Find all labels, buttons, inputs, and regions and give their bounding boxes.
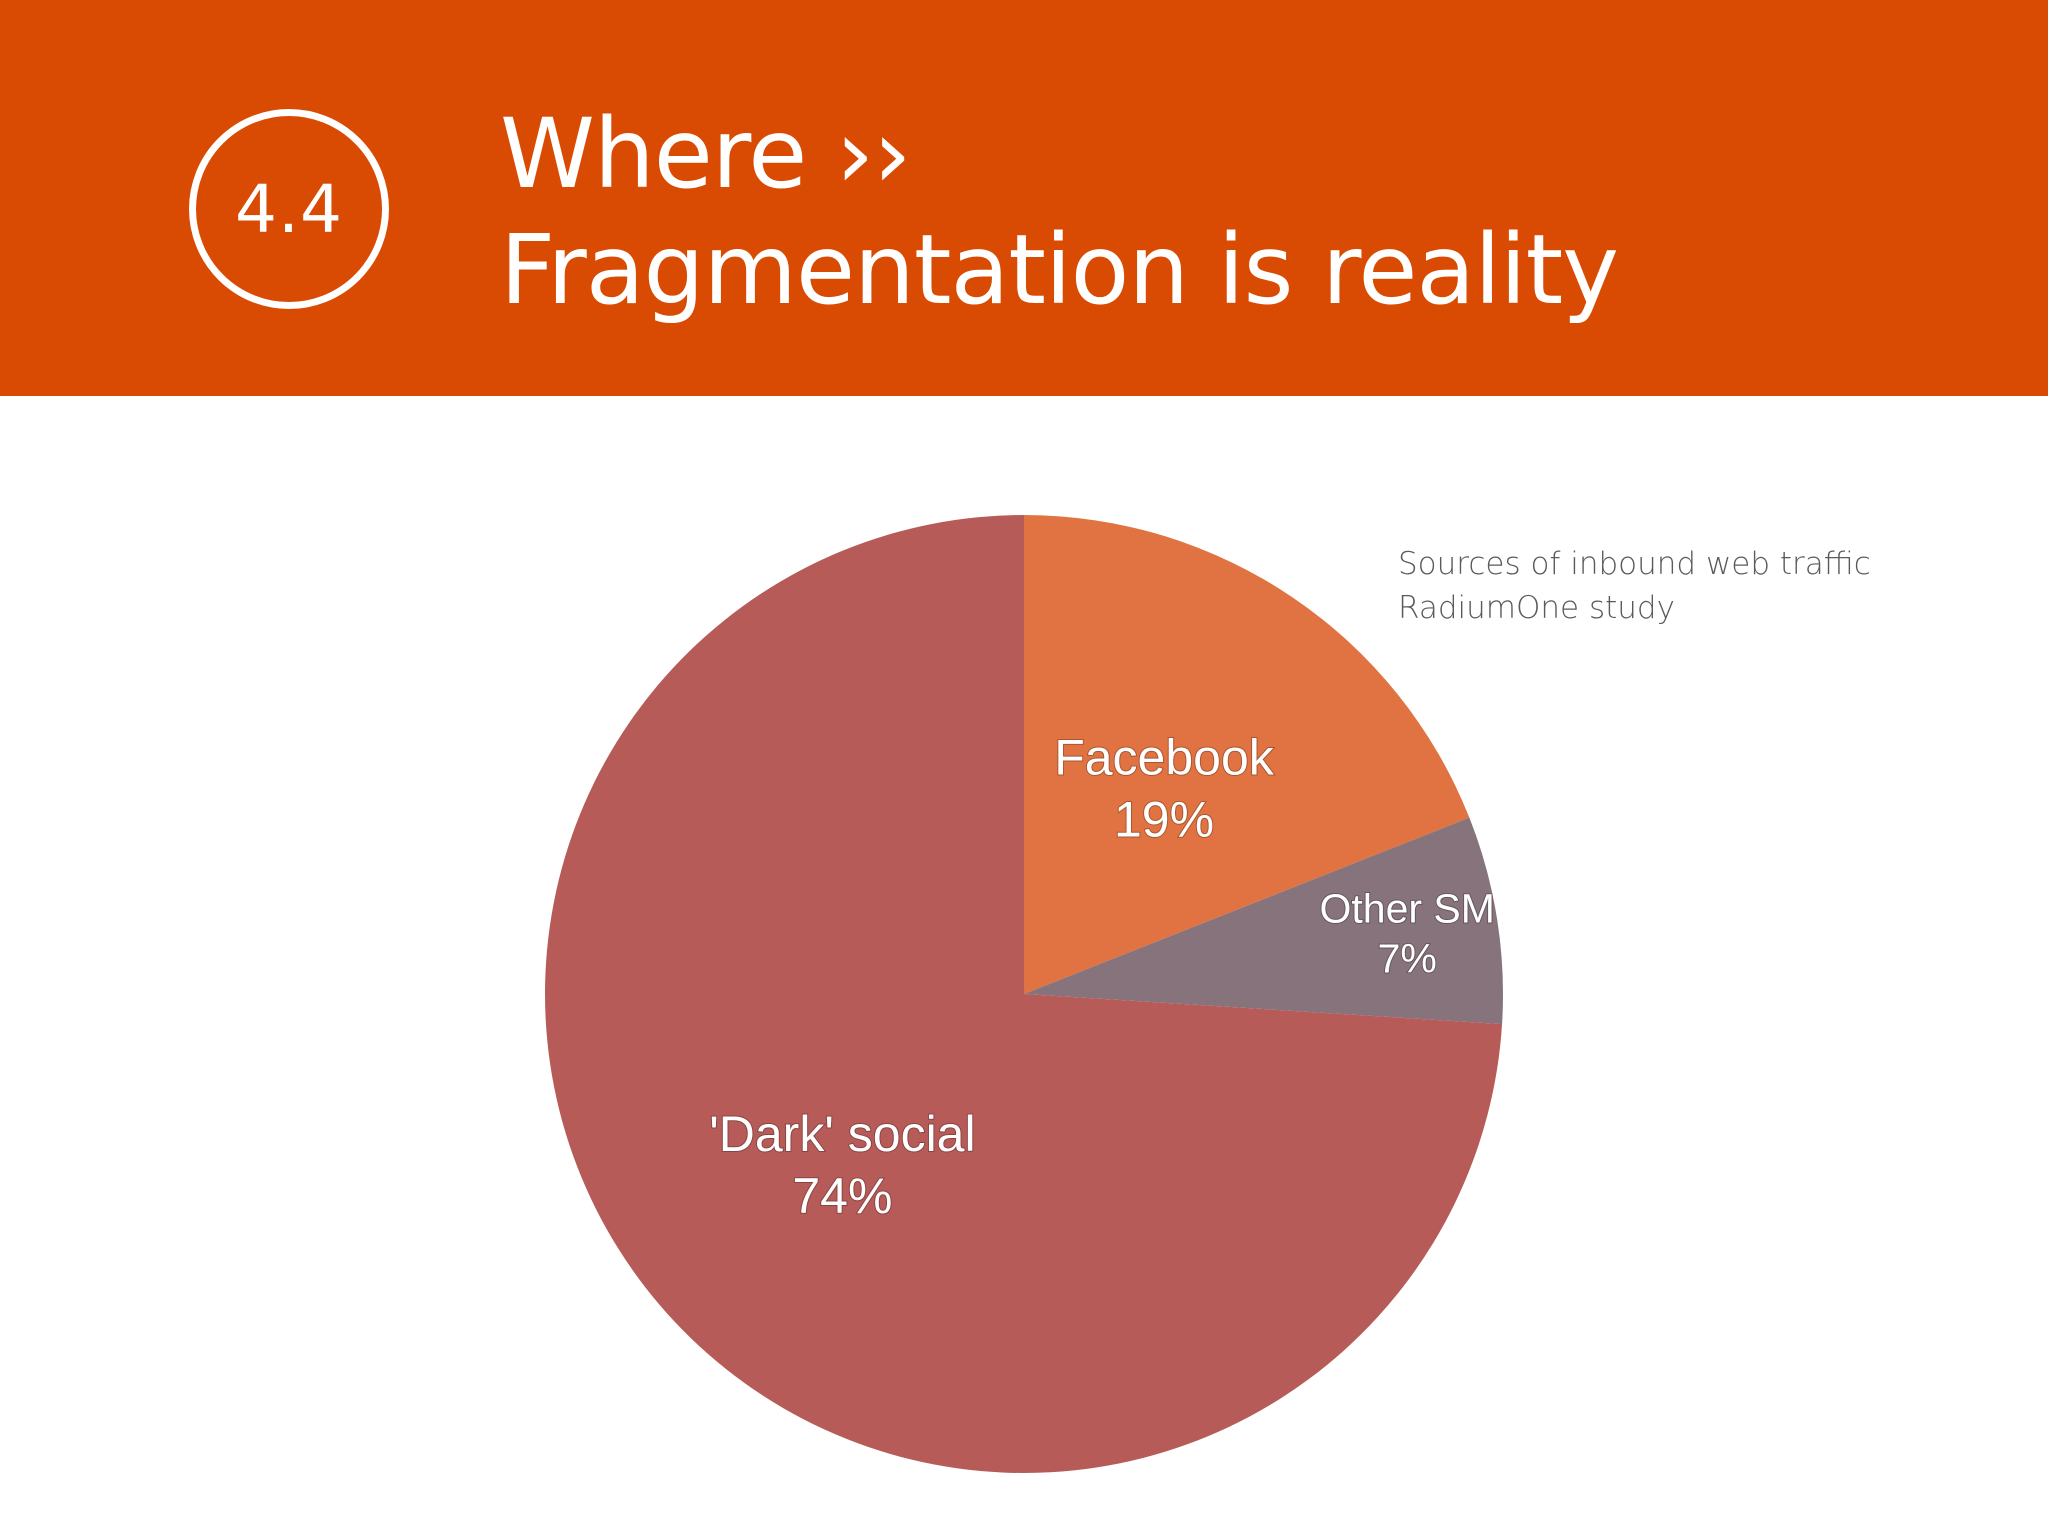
caption-line-1: Sources of inbound web traffic [1398, 546, 1871, 582]
slice-value-label: 19% [1114, 791, 1214, 847]
chart-caption: Sources of inbound web traffic RadiumOne… [1398, 542, 1871, 630]
slice-label: 'Dark' social [709, 1106, 975, 1162]
section-number: 4.4 [235, 170, 343, 248]
slice-value-label: 74% [792, 1168, 892, 1224]
caption-line-2: RadiumOne study [1398, 590, 1675, 626]
slice-value-label: 7% [1378, 936, 1437, 982]
section-number-badge: 4.4 [189, 109, 389, 309]
header-banner: 4.4 Where ›› Fragmentation is reality [0, 0, 2048, 396]
pie-slice-other-sm [1024, 817, 1503, 1025]
slice-label: Other SM [1319, 886, 1494, 932]
slide-title: Where ›› Fragmentation is reality [500, 96, 1619, 328]
pie-slice-dark-social [545, 515, 1503, 1474]
title-line-1: Where ›› [500, 98, 912, 210]
title-line-2: Fragmentation is reality [500, 214, 1619, 326]
slice-label: Facebook [1054, 729, 1275, 785]
pie-slice-facebook [1024, 515, 1470, 994]
